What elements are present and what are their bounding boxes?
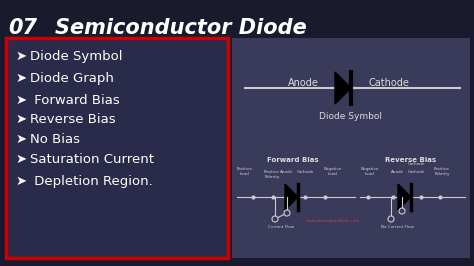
Text: ➤: ➤: [16, 175, 27, 188]
Text: Semiconductor Diode: Semiconductor Diode: [55, 18, 307, 38]
Text: ➤: ➤: [16, 153, 27, 166]
Bar: [6, 38, 228, 258]
Text: Cathode: Cathode: [407, 170, 425, 174]
Text: Diode Symbol: Diode Symbol: [30, 50, 122, 63]
Text: Cathode: Cathode: [296, 170, 314, 174]
Text: Negative
Load: Negative Load: [361, 167, 379, 176]
Text: Depletion Region.: Depletion Region.: [30, 175, 153, 188]
Text: Positive
Lead: Positive Lead: [237, 167, 253, 176]
Text: Forward Bias: Forward Bias: [30, 94, 120, 107]
Text: Negative
Load: Negative Load: [324, 167, 342, 176]
Text: Anode: Anode: [288, 78, 319, 88]
Text: Reverse Bias: Reverse Bias: [30, 113, 116, 126]
Text: ➤: ➤: [16, 50, 27, 63]
Text: Anode: Anode: [281, 170, 293, 174]
Text: Diode Graph: Diode Graph: [30, 72, 114, 85]
Text: No Current Flow: No Current Flow: [381, 225, 413, 229]
Circle shape: [272, 216, 278, 222]
Text: 07: 07: [8, 18, 37, 38]
Text: Anode: Anode: [392, 170, 405, 174]
Text: Current Flow: Current Flow: [268, 225, 294, 229]
Circle shape: [399, 208, 405, 214]
Polygon shape: [335, 72, 351, 104]
Text: Saturation Current: Saturation Current: [30, 153, 154, 166]
Bar: [232, 38, 470, 258]
Text: ➤: ➤: [16, 94, 27, 107]
Text: InstrumentationTools.com: InstrumentationTools.com: [306, 219, 360, 223]
Text: No Bias: No Bias: [30, 133, 80, 146]
Text: Forward Bias: Forward Bias: [267, 157, 319, 163]
Circle shape: [388, 216, 394, 222]
Text: Diode Symbol: Diode Symbol: [319, 112, 383, 121]
Text: Positive
Polarity: Positive Polarity: [264, 170, 280, 178]
Text: Cathode: Cathode: [369, 78, 410, 88]
Text: ➤: ➤: [16, 72, 27, 85]
Text: Cathode: Cathode: [407, 162, 425, 166]
Text: ➤: ➤: [16, 133, 27, 146]
Polygon shape: [398, 184, 411, 210]
Polygon shape: [285, 184, 298, 210]
Text: Reverse Bias: Reverse Bias: [385, 157, 437, 163]
Text: ➤: ➤: [16, 113, 27, 126]
Text: Positive
Polarity: Positive Polarity: [434, 167, 450, 176]
Circle shape: [284, 210, 290, 216]
